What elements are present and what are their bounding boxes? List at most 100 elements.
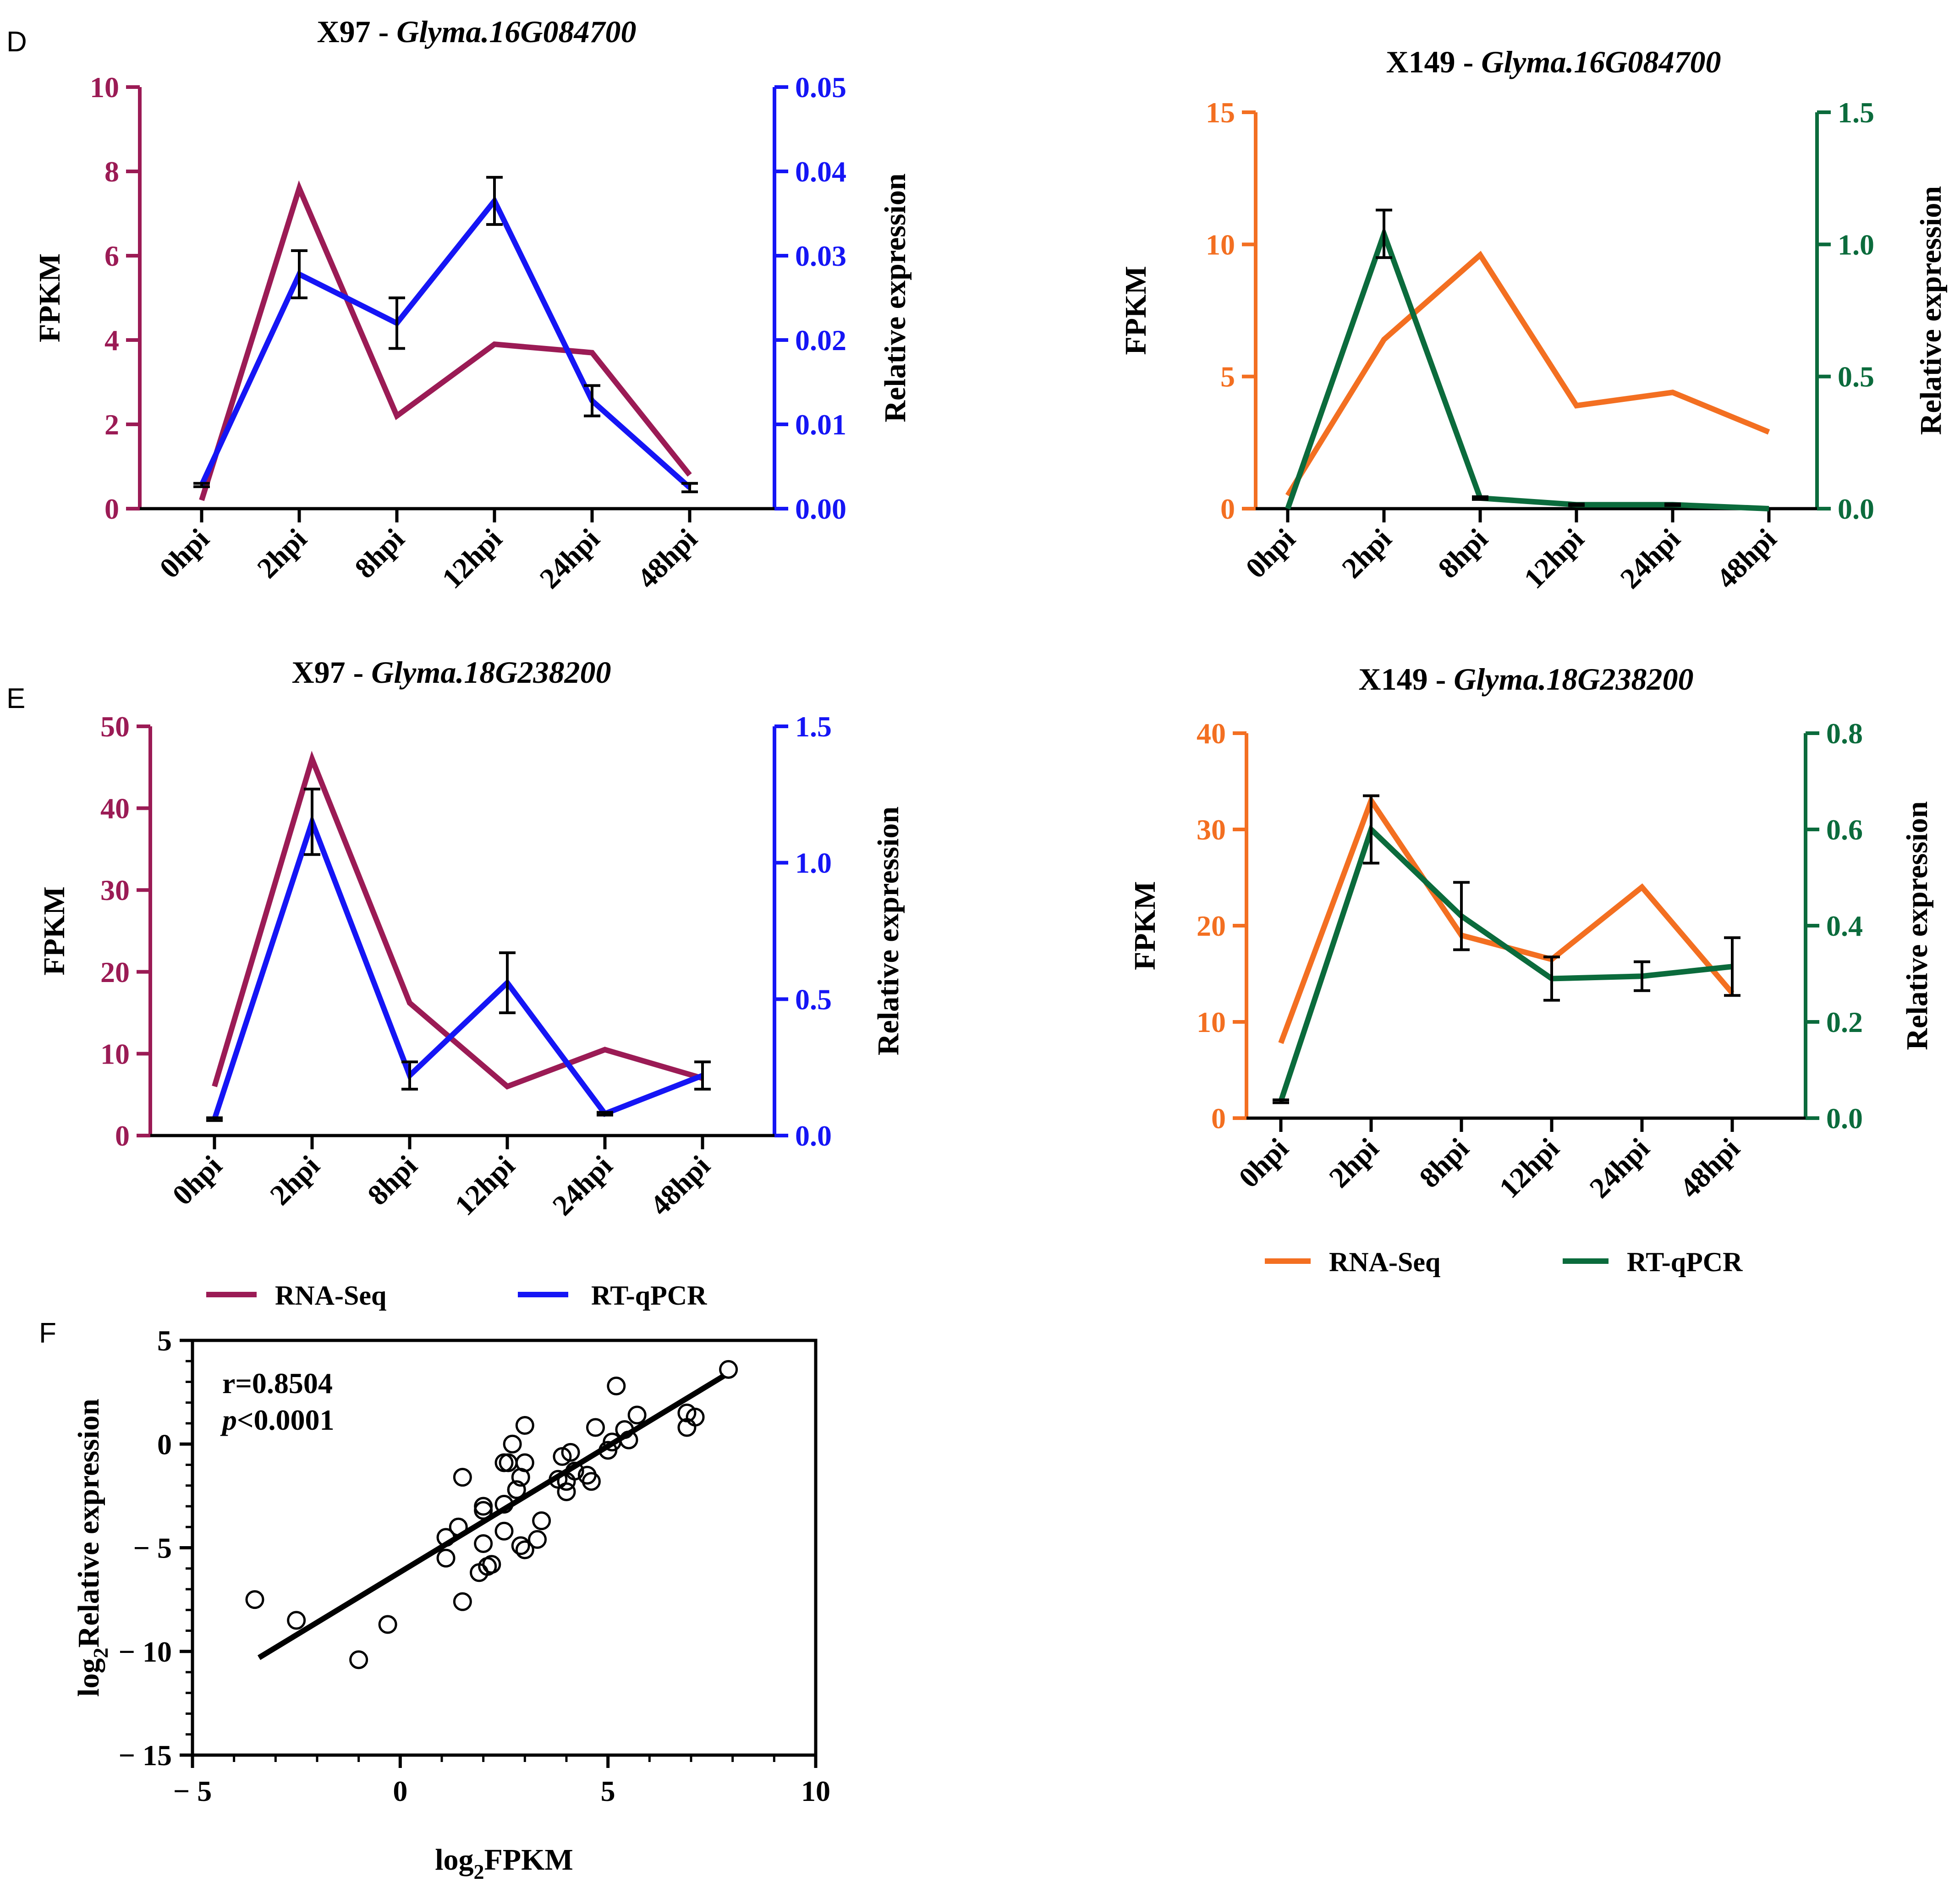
right-tick-label: 0.04 bbox=[795, 155, 846, 188]
left-tick-label: 6 bbox=[104, 240, 119, 272]
x-tick-label: 12hpi bbox=[449, 1149, 521, 1222]
y-axis-label-part: log bbox=[72, 1658, 105, 1696]
series-line-rna-seq bbox=[199, 180, 692, 501]
error-bar bbox=[1634, 960, 1650, 992]
stat-p-value: <0.0001 bbox=[237, 1404, 334, 1436]
x-tick-label: 24hpi bbox=[1614, 522, 1686, 595]
chart-d-left: X97 - Glyma.16G084700 0 2 4 6 8 10 0.00 0.01 0.02… bbox=[33, 14, 912, 595]
scatter-point bbox=[503, 1434, 522, 1454]
left-tick-label: 40 bbox=[100, 792, 130, 825]
x-tick-label: 48hpi bbox=[631, 522, 703, 595]
x-axis-label-part: FPKM bbox=[484, 1843, 573, 1877]
error-bar bbox=[1724, 936, 1740, 997]
stat-p-symbol: p bbox=[220, 1404, 237, 1436]
left-tick-label: 0 bbox=[1220, 493, 1235, 525]
right-tick-label: 1.5 bbox=[795, 710, 832, 743]
y-axis-label: log2Relative expression bbox=[72, 1399, 112, 1697]
chart-d-right: X149 - Glyma.16G084700 0 5 10 15 0.0 0.5 1.0 1.5… bbox=[1119, 44, 1948, 595]
x-tick-label: 24hpi bbox=[1583, 1132, 1656, 1204]
x-tick-label: 48hpi bbox=[644, 1149, 716, 1222]
left-tick-label: 30 bbox=[1197, 813, 1226, 846]
scatter-point bbox=[436, 1548, 456, 1568]
legend-x149-rtqpcr-label: RT-qPCR bbox=[1627, 1247, 1743, 1277]
right-tick-label: 0.02 bbox=[795, 324, 846, 357]
right-axis-label: Relative expression bbox=[1900, 801, 1934, 1050]
chart-title-prefix: X149 - bbox=[1386, 44, 1482, 79]
error-bar bbox=[681, 482, 698, 494]
chart-title-gene: Glyma.18G238200 bbox=[371, 655, 611, 690]
y-tick-label: 5 bbox=[157, 1324, 172, 1357]
scatter-point bbox=[245, 1590, 264, 1609]
error-bar bbox=[1376, 209, 1392, 259]
error-bar bbox=[584, 384, 600, 417]
series-line-rt-qpcr bbox=[199, 196, 692, 490]
y-tick-label: − 5 bbox=[133, 1532, 172, 1564]
series-line-rt-qpcr bbox=[1278, 824, 1733, 1103]
scatter-point bbox=[532, 1511, 551, 1531]
left-tick-label: 0 bbox=[104, 493, 119, 525]
x-tick-label: 10 bbox=[801, 1775, 830, 1807]
left-axis-label: FPKM bbox=[1128, 881, 1162, 970]
x-tick-label: 8hpi bbox=[361, 1149, 423, 1212]
scatter-point bbox=[474, 1501, 493, 1520]
left-tick-label: 10 bbox=[100, 1037, 130, 1070]
scatter-point bbox=[528, 1530, 547, 1549]
chart-title-gene: Glyma.16G084700 bbox=[396, 14, 636, 49]
x-tick-label: 2hpi bbox=[251, 522, 313, 585]
x-tick-label: − 5 bbox=[173, 1775, 212, 1807]
error-bar bbox=[1664, 502, 1681, 507]
left-tick-label: 2 bbox=[104, 408, 119, 441]
series-line-rna-seq bbox=[1278, 794, 1735, 1044]
chart-title-prefix: X149 - bbox=[1359, 662, 1454, 697]
legend-x97: RNA-Seq RT-qPCR bbox=[206, 1280, 707, 1311]
scatter-point bbox=[436, 1528, 456, 1547]
right-tick-label: 1.0 bbox=[795, 847, 832, 879]
chart-title-gene: Glyma.16G084700 bbox=[1481, 44, 1721, 79]
right-tick-label: 0.8 bbox=[1826, 717, 1863, 750]
x-axis-label-part: log bbox=[435, 1843, 473, 1877]
left-tick-label: 10 bbox=[1206, 228, 1235, 261]
error-bar bbox=[401, 1060, 418, 1091]
legend-x149: RNA-Seq RT-qPCR bbox=[1265, 1247, 1743, 1277]
chart-e-left: X97 - Glyma.18G238200 0 10 20 30 40 50 0.0 0.5 1.… bbox=[38, 655, 905, 1222]
right-axis-label: Relative expression bbox=[878, 173, 912, 422]
right-tick-label: 0.4 bbox=[1826, 910, 1863, 942]
scatter-point bbox=[582, 1472, 601, 1491]
left-tick-label: 50 bbox=[100, 710, 130, 743]
chart-title: X97 - Glyma.16G084700 bbox=[317, 14, 637, 49]
right-tick-label: 1.5 bbox=[1838, 96, 1874, 129]
scatter-point bbox=[557, 1482, 576, 1501]
error-bar bbox=[694, 1060, 711, 1091]
scatter-point bbox=[586, 1418, 605, 1437]
error-bar bbox=[486, 176, 503, 226]
x-tick-label: 2hpi bbox=[1335, 522, 1398, 585]
panel-letter-f: F bbox=[39, 1317, 56, 1349]
legend-x97-rtqpcr-label: RT-qPCR bbox=[591, 1280, 707, 1311]
x-tick-label: 24hpi bbox=[546, 1149, 619, 1222]
chart-e-right: X149 - Glyma.18G238200 0 10 20 30 40 0.0 0.2 0.4… bbox=[1128, 662, 1934, 1204]
series-line-rna-seq bbox=[212, 751, 703, 1090]
y-axis-label-part: Relative expression bbox=[72, 1399, 105, 1647]
scatter-point bbox=[453, 1592, 472, 1611]
left-tick-label: 30 bbox=[100, 874, 130, 906]
left-tick-label: 10 bbox=[90, 71, 119, 104]
scatter-point bbox=[453, 1468, 472, 1487]
right-tick-label: 0.01 bbox=[795, 408, 846, 441]
scatter-point bbox=[565, 1461, 584, 1481]
scatter-point bbox=[515, 1540, 534, 1559]
scatter-point bbox=[474, 1534, 493, 1553]
right-axis-label: Relative expression bbox=[1914, 186, 1948, 435]
right-tick-label: 0.5 bbox=[795, 983, 832, 1015]
regression-line bbox=[257, 1373, 726, 1660]
error-bar bbox=[389, 296, 405, 350]
scatter-point bbox=[494, 1494, 514, 1514]
error-bar bbox=[206, 1116, 223, 1122]
y-tick-label: − 15 bbox=[119, 1739, 172, 1772]
right-tick-label: 0.0 bbox=[1838, 493, 1874, 525]
series-line-rt-qpcr bbox=[1285, 225, 1769, 511]
x-tick-label: 8hpi bbox=[348, 522, 411, 585]
left-tick-label: 8 bbox=[104, 155, 119, 188]
x-tick-label: 0hpi bbox=[166, 1149, 228, 1212]
x-tick-label: 12hpi bbox=[1493, 1132, 1565, 1204]
x-tick-label: 0hpi bbox=[153, 522, 215, 585]
